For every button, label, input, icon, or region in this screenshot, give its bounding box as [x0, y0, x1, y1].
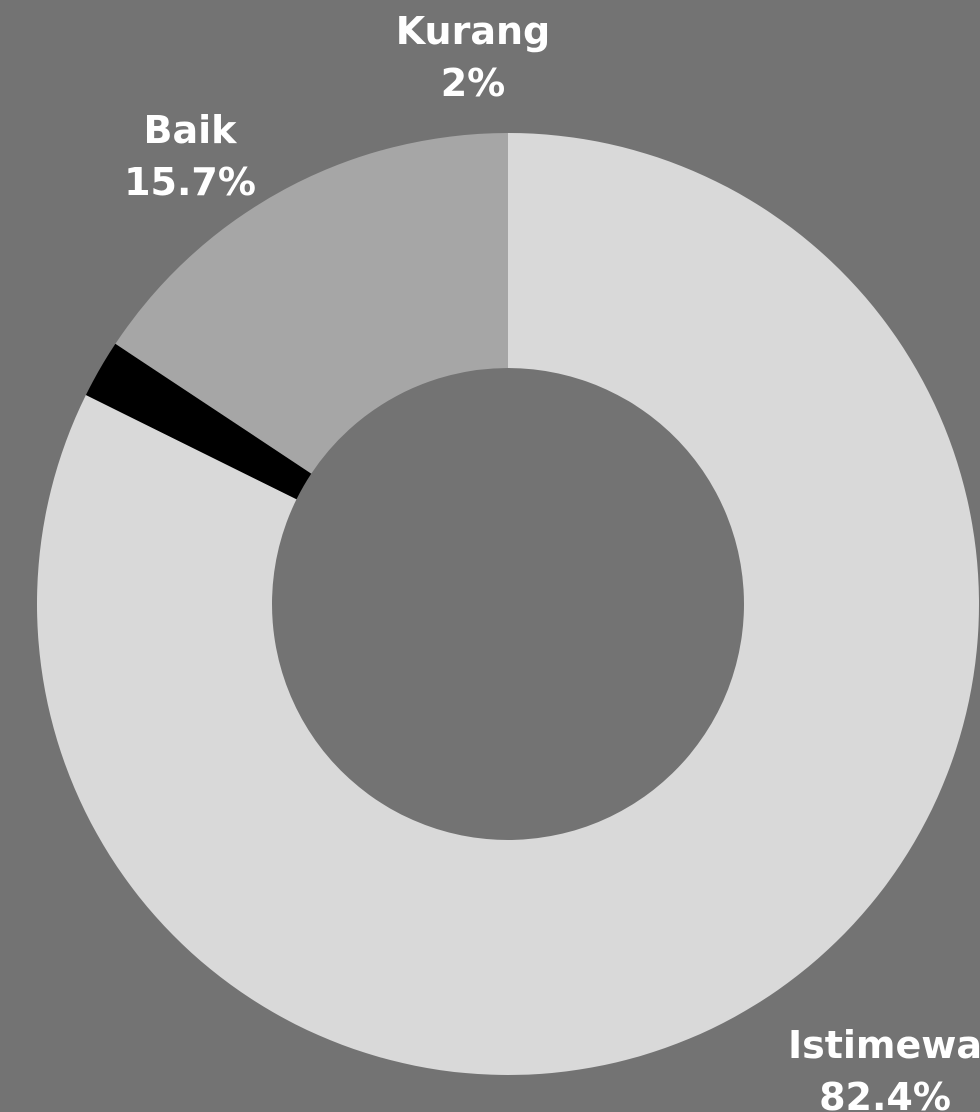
slices-layer	[36, 133, 979, 1075]
slice-istimewa	[36, 133, 979, 1075]
slice-baik	[115, 133, 508, 474]
slice-label-baik: Baik 15.7%	[124, 108, 256, 204]
slice-category-baik: Baik	[144, 108, 238, 152]
labels-layer: Istimewa 82.4% Kurang 2% Baik 15.7%	[124, 9, 980, 1112]
slice-category-kurang: Kurang	[396, 9, 550, 53]
slice-value-kurang: 2%	[441, 61, 506, 105]
slice-label-kurang: Kurang 2%	[396, 9, 550, 105]
slice-label-istimewa: Istimewa 82.4%	[788, 1023, 980, 1112]
slice-value-baik: 15.7%	[124, 160, 256, 204]
slice-value-istimewa: 82.4%	[819, 1075, 951, 1112]
slice-kurang	[85, 343, 312, 500]
slice-category-istimewa: Istimewa	[788, 1023, 980, 1067]
